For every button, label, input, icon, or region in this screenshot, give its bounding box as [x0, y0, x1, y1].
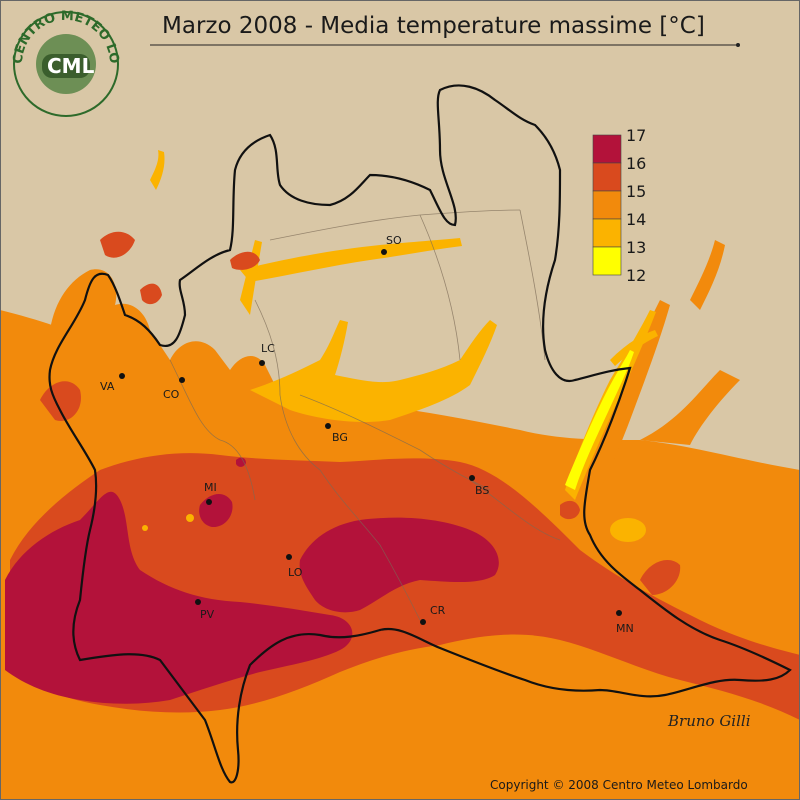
city-label-lc: LC — [261, 342, 275, 355]
zone-15c-valleys — [50, 269, 300, 420]
logo-cml-text: CML — [47, 54, 95, 78]
zone-14c-prealps — [250, 320, 497, 422]
zone-16c-small — [560, 500, 681, 595]
legend-box-15 — [592, 190, 622, 220]
legend-box-14 — [592, 218, 622, 248]
legend-label: 15 — [626, 182, 646, 201]
copyright: Copyright © 2008 Centro Meteo Lombardo — [490, 778, 748, 792]
spot-14c — [186, 514, 194, 522]
city-label-va: VA — [100, 380, 115, 393]
title-block: Marzo 2008 - Media temperature massime [… — [150, 13, 740, 47]
zone-17c-central — [299, 517, 499, 613]
zone-14c-east — [610, 330, 658, 366]
zone-17c-milan — [199, 457, 246, 528]
city-dot-so — [381, 249, 387, 255]
zone-16c-north-west — [40, 231, 260, 421]
legend-label: 17 — [626, 126, 646, 145]
title-underline-dot — [736, 43, 740, 47]
zone-13c-garda — [565, 350, 634, 490]
city-label-so: SO — [386, 234, 402, 247]
city-dot-pv — [195, 599, 201, 605]
city-label-cr: CR — [430, 604, 446, 617]
city-label-pv: PV — [200, 608, 215, 621]
city-dot-bs — [469, 475, 475, 481]
city-dot-lo — [286, 554, 292, 560]
zone-15c-east-fingers — [640, 240, 740, 445]
legend: 17 16 15 14 13 12 — [592, 126, 646, 285]
spot-14c-east — [610, 518, 646, 542]
legend-label: 13 — [626, 238, 646, 257]
zone-14c-como-arm — [150, 150, 262, 315]
city-dot-lc — [259, 360, 265, 366]
legend-box-16 — [592, 162, 622, 192]
legend-box-13 — [592, 246, 622, 276]
region-border — [48, 84, 792, 784]
city-dot-cr — [420, 619, 426, 625]
city-label-lo: LO — [288, 566, 303, 579]
city-label-mn: MN — [616, 622, 634, 635]
city-label-bs: BS — [475, 484, 489, 497]
city-dot-bg — [325, 423, 331, 429]
city-label-bg: BG — [332, 431, 348, 444]
city-markers: SO LC VA CO BG MI BS LO PV CR MN — [100, 234, 634, 635]
city-label-co: CO — [163, 388, 180, 401]
city-label-mi: MI — [204, 481, 217, 494]
city-dot-mi — [206, 499, 212, 505]
city-dot-va — [119, 373, 125, 379]
legend-label: 14 — [626, 210, 646, 229]
map-title: Marzo 2008 - Media temperature massime [… — [162, 13, 705, 39]
legend-label: 12 — [626, 266, 646, 285]
city-dot-co — [179, 377, 185, 383]
signature: Bruno Gilli — [667, 712, 751, 730]
zone-14c-valtellina — [240, 238, 462, 282]
legend-label: 16 — [626, 154, 646, 173]
city-dot-mn — [616, 610, 622, 616]
legend-box-17 — [592, 134, 622, 164]
spot-14c — [142, 525, 148, 531]
logo-badge — [42, 54, 90, 78]
